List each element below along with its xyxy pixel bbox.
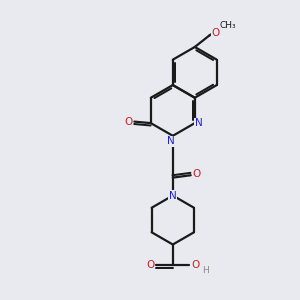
Text: N: N [194, 118, 202, 128]
Text: N: N [169, 190, 177, 200]
Text: O: O [191, 260, 199, 270]
Text: O: O [146, 260, 154, 270]
Text: O: O [124, 117, 133, 127]
Text: O: O [212, 28, 220, 38]
Text: H: H [202, 266, 209, 275]
Text: N: N [167, 136, 175, 146]
Text: CH₃: CH₃ [219, 21, 236, 30]
Text: O: O [193, 169, 201, 179]
